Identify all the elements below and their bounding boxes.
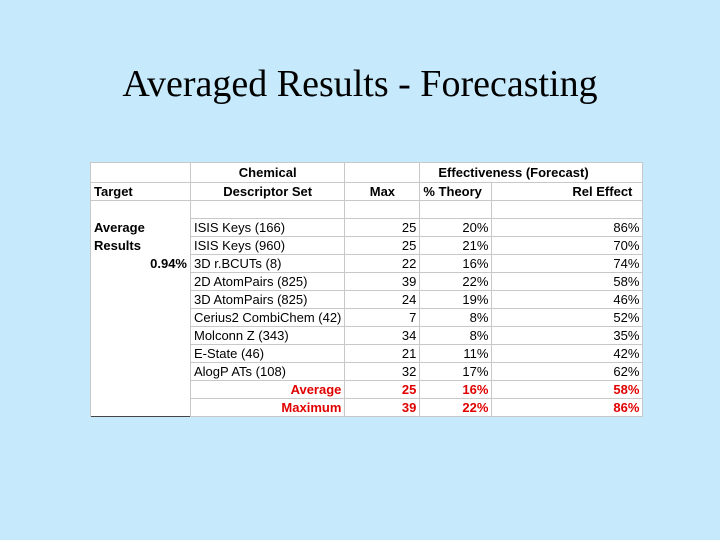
descriptor-cell: Molconn Z (343) — [189, 326, 346, 345]
target-cell — [90, 398, 191, 417]
data-row: Molconn Z (343) 34 8% 35% — [90, 326, 644, 345]
max-cell: 32 — [344, 362, 421, 381]
target-cell: 0.94% — [90, 254, 191, 273]
target-cell — [90, 362, 191, 381]
target-cell: Results — [90, 236, 191, 255]
cell — [189, 200, 346, 219]
summary-row: Average 25 16% 58% — [90, 380, 644, 399]
theory-cell: 16% — [419, 254, 493, 273]
table-body: Chemical Effectiveness (Forecast) Target… — [90, 162, 644, 417]
slide-title: Averaged Results - Forecasting — [122, 63, 598, 105]
descriptor-cell: 3D AtomPairs (825) — [189, 290, 346, 309]
data-row: Average ISIS Keys (166) 25 20% 86% — [90, 218, 644, 237]
header-cell: Chemical — [189, 162, 346, 183]
theory-cell: 22% — [419, 398, 493, 417]
rel-effect-cell: 70% — [491, 236, 644, 255]
rel-effect-cell: 86% — [491, 218, 644, 237]
cell — [491, 200, 644, 219]
header-cell: Rel Effect — [491, 182, 644, 201]
rel-effect-cell: 52% — [491, 308, 644, 327]
data-row: 0.94% 3D r.BCUTs (8) 22 16% 74% — [90, 254, 644, 273]
target-cell — [90, 380, 191, 399]
cell — [419, 200, 493, 219]
header-row: Target Descriptor Set Max % Theory Rel E… — [90, 182, 644, 201]
descriptor-cell: ISIS Keys (960) — [189, 236, 346, 255]
header-cell: Descriptor Set — [189, 182, 346, 201]
theory-cell: 19% — [419, 290, 493, 309]
rel-effect-cell: 58% — [491, 380, 644, 399]
max-cell: 7 — [344, 308, 421, 327]
cell — [344, 200, 421, 219]
max-cell: 24 — [344, 290, 421, 309]
summary-row: Maximum 39 22% 86% — [90, 398, 644, 417]
header-cell: Effectiveness (Forecast) — [419, 162, 644, 183]
descriptor-cell: 3D r.BCUTs (8) — [189, 254, 346, 273]
target-cell — [90, 290, 191, 309]
target-cell — [90, 344, 191, 363]
max-cell: 39 — [344, 272, 421, 291]
descriptor-cell: Cerius2 CombiChem (42) — [189, 308, 346, 327]
max-cell: 22 — [344, 254, 421, 273]
theory-cell: 16% — [419, 380, 493, 399]
rel-effect-cell: 86% — [491, 398, 644, 417]
rel-effect-cell: 74% — [491, 254, 644, 273]
rel-effect-cell: 62% — [491, 362, 644, 381]
descriptor-cell: ISIS Keys (166) — [189, 218, 346, 237]
rel-effect-cell: 35% — [491, 326, 644, 345]
rel-effect-cell: 46% — [491, 290, 644, 309]
max-cell: 25 — [344, 218, 421, 237]
data-row: Results ISIS Keys (960) 25 21% 70% — [90, 236, 644, 255]
target-cell: Average — [90, 218, 191, 237]
header-cell — [90, 162, 191, 183]
max-cell: 25 — [344, 236, 421, 255]
theory-cell: 8% — [419, 308, 493, 327]
header-cell: % Theory — [419, 182, 493, 201]
data-row: AlogP ATs (108) 32 17% 62% — [90, 362, 644, 381]
cell — [90, 200, 191, 219]
theory-cell: 11% — [419, 344, 493, 363]
max-cell: 39 — [344, 398, 421, 417]
max-cell: 25 — [344, 380, 421, 399]
data-row: E-State (46) 21 11% 42% — [90, 344, 644, 363]
results-table: Chemical Effectiveness (Forecast) Target… — [90, 162, 644, 417]
data-row: 2D AtomPairs (825) 39 22% 58% — [90, 272, 644, 291]
header-cell: Max — [344, 182, 421, 201]
theory-cell: 17% — [419, 362, 493, 381]
theory-cell: 22% — [419, 272, 493, 291]
header-cell — [344, 162, 421, 183]
rel-effect-cell: 58% — [491, 272, 644, 291]
rel-effect-cell: 42% — [491, 344, 644, 363]
descriptor-cell: Maximum — [189, 398, 346, 417]
target-cell — [90, 326, 191, 345]
target-cell — [90, 272, 191, 291]
max-cell: 34 — [344, 326, 421, 345]
descriptor-cell: Average — [189, 380, 346, 399]
header-row: Chemical Effectiveness (Forecast) — [90, 162, 644, 183]
header-cell: Target — [90, 182, 191, 201]
max-cell: 21 — [344, 344, 421, 363]
spacer-row — [90, 200, 644, 219]
descriptor-cell: 2D AtomPairs (825) — [189, 272, 346, 291]
data-row: Cerius2 CombiChem (42) 7 8% 52% — [90, 308, 644, 327]
descriptor-cell: E-State (46) — [189, 344, 346, 363]
data-row: 3D AtomPairs (825) 24 19% 46% — [90, 290, 644, 309]
theory-cell: 8% — [419, 326, 493, 345]
theory-cell: 21% — [419, 236, 493, 255]
descriptor-cell: AlogP ATs (108) — [189, 362, 346, 381]
theory-cell: 20% — [419, 218, 493, 237]
target-cell — [90, 308, 191, 327]
